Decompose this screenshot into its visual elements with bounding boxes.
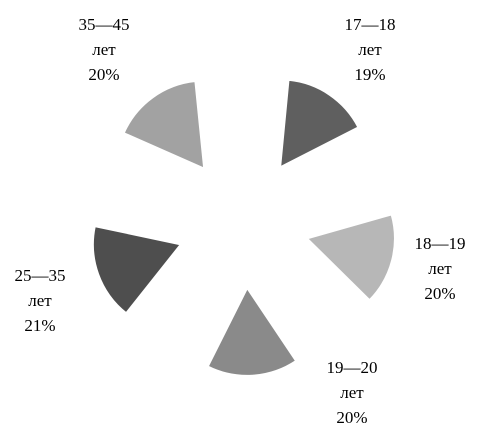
slice-label-unit: лет (28, 291, 52, 310)
pie-slice-4 (91, 224, 183, 315)
slice-label-range: 25—35 (15, 266, 66, 285)
slice-label-range: 17—18 (345, 15, 396, 34)
slice-label-unit: лет (92, 40, 116, 59)
pie-slice-1 (278, 78, 360, 170)
slice-label-unit: лет (428, 259, 452, 278)
slice-label-percent: 21% (24, 316, 55, 335)
slice-label-percent: 20% (336, 408, 367, 427)
slice-label-percent: 20% (88, 65, 119, 84)
slice-label-range: 18—19 (415, 234, 466, 253)
slice-label-range: 19—20 (327, 358, 378, 377)
slice-label-percent: 20% (424, 284, 455, 303)
slice-label-2: 18—19 лет 20% (415, 234, 466, 303)
slice-label-percent: 19% (354, 65, 385, 84)
slice-label-range: 35—45 (79, 15, 130, 34)
slice-label-1: 17—18 лет 19% (345, 15, 396, 84)
pie-slice-3 (206, 285, 298, 377)
pie-slice-5 (122, 79, 206, 171)
slice-label-unit: лет (340, 383, 364, 402)
slice-label-4: 25—35 лет 21% (15, 266, 66, 335)
slice-label-unit: лет (358, 40, 382, 59)
pie-slice-2 (305, 213, 396, 302)
slice-label-3: 19—20 лет 20% (327, 358, 378, 427)
slice-label-5: 35—45 лет 20% (79, 15, 130, 84)
